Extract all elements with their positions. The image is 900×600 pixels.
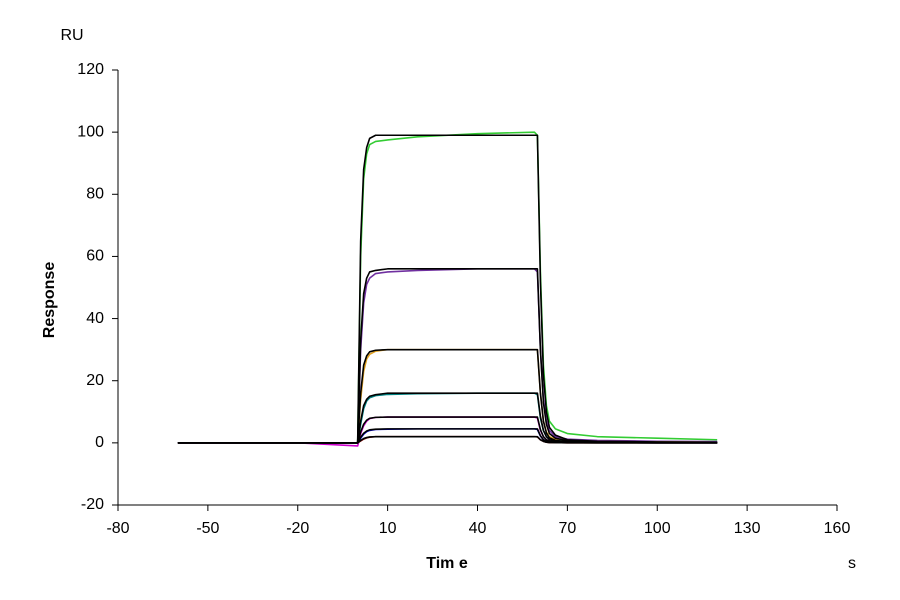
y-tick-label: 40 <box>86 310 104 327</box>
x-tick-label: 100 <box>644 520 671 537</box>
y-axis-label: Response <box>41 262 58 339</box>
x-tick-label: -20 <box>286 520 309 537</box>
series-line <box>177 392 718 444</box>
y-tick-label: 100 <box>77 123 104 140</box>
series-line <box>177 134 718 444</box>
x-tick-label: 130 <box>734 520 761 537</box>
y-tick-label: -20 <box>81 496 104 513</box>
x-tick-label: -80 <box>106 520 129 537</box>
series-line <box>177 435 718 444</box>
y-tick-label: 20 <box>86 372 104 389</box>
x-axis-label: Tim e <box>426 555 468 572</box>
x-tick-label: 40 <box>469 520 487 537</box>
y-tick-label: 60 <box>86 248 104 265</box>
x-tick-label: 160 <box>824 520 851 537</box>
x-tick-label: 70 <box>558 520 576 537</box>
y-tick-label: 80 <box>86 186 104 203</box>
y-tick-label: 120 <box>77 61 104 78</box>
x-tick-label: 10 <box>379 520 397 537</box>
series-line <box>177 268 718 444</box>
y-tick-label: 0 <box>95 434 104 451</box>
y-unit: RU <box>60 27 83 44</box>
x-unit: s <box>848 555 856 572</box>
series-line <box>177 416 718 444</box>
series-line <box>177 131 718 444</box>
x-tick-label: -50 <box>196 520 219 537</box>
series-line <box>177 392 718 444</box>
